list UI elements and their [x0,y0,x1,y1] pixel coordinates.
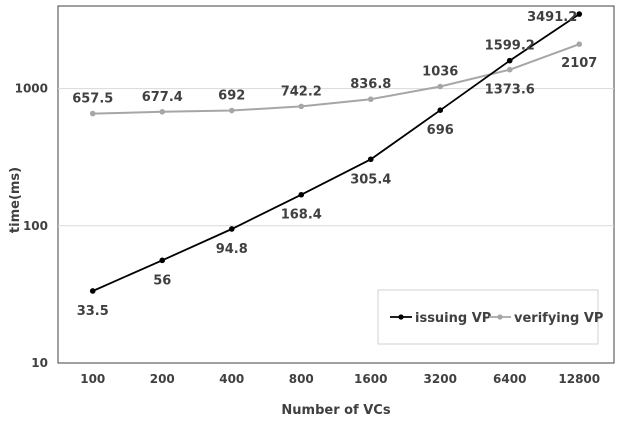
data-point [228,107,235,114]
x-tick-label: 6400 [493,372,526,386]
legend-marker-verifying [497,314,503,320]
x-axis-title: Number of VCs [281,403,390,418]
x-tick-label: 200 [150,372,175,386]
data-label: 94.8 [216,242,248,257]
y-tick-label: 100 [23,219,48,233]
data-label: 1599.2 [485,39,535,54]
x-tick-label: 100 [80,372,105,386]
data-label: 56 [153,273,171,288]
x-tick-label: 3200 [424,372,457,386]
data-point [437,83,444,90]
x-tick-label: 400 [219,372,244,386]
series-line-issuing [92,13,580,292]
data-point [159,109,166,115]
data-label: 168.4 [281,208,322,223]
data-point [89,110,96,117]
data-point [159,257,166,264]
data-point [506,57,513,64]
y-axis-title: time(ms) [8,167,23,233]
data-label: 2107 [561,56,597,71]
x-tick-label: 1600 [354,372,387,386]
data-label: 692 [218,89,245,104]
legend-label-verifying: verifying VP [514,311,603,326]
legend-marker-issuing [398,314,404,320]
data-point [576,41,583,47]
data-label: 696 [427,123,454,138]
x-tick-labels: 100 200 400 800 1600 3200 6400 12800 [80,372,600,386]
data-point [367,96,374,103]
data-label: 1036 [422,64,458,79]
data-point [506,66,513,73]
x-tick-label: 12800 [558,372,600,386]
data-label: 657.5 [72,92,113,107]
series-line-verifying [92,43,580,115]
data-point [437,107,444,113]
x-tick-label: 800 [289,372,314,386]
data-point [298,191,305,198]
gridlines [58,88,614,227]
data-label: 836.8 [350,77,391,92]
data-point [89,288,96,294]
data-point [298,103,305,110]
data-labels: 33.5 56 94.8 168.4 305.4 696 1599.2 3491.2 657.5… [72,10,597,319]
data-label: 677.4 [142,90,183,105]
legend-label-issuing: issuing VP [415,311,491,326]
data-point [228,226,235,232]
data-label: 1373.6 [485,83,535,98]
data-point [576,11,583,17]
data-label: 742.2 [281,84,322,99]
data-point [367,156,374,163]
y-tick-label: 10 [31,356,48,370]
data-label: 33.5 [77,304,109,319]
series-layer [89,11,583,294]
data-label: 305.4 [350,172,391,187]
data-label: 3491.2 [527,10,577,25]
legend: issuing VP verifying VP [377,289,603,345]
y-tick-label: 1000 [15,82,48,96]
legend-box [377,289,599,345]
y-tick-labels: 10 100 1000 [15,82,48,370]
